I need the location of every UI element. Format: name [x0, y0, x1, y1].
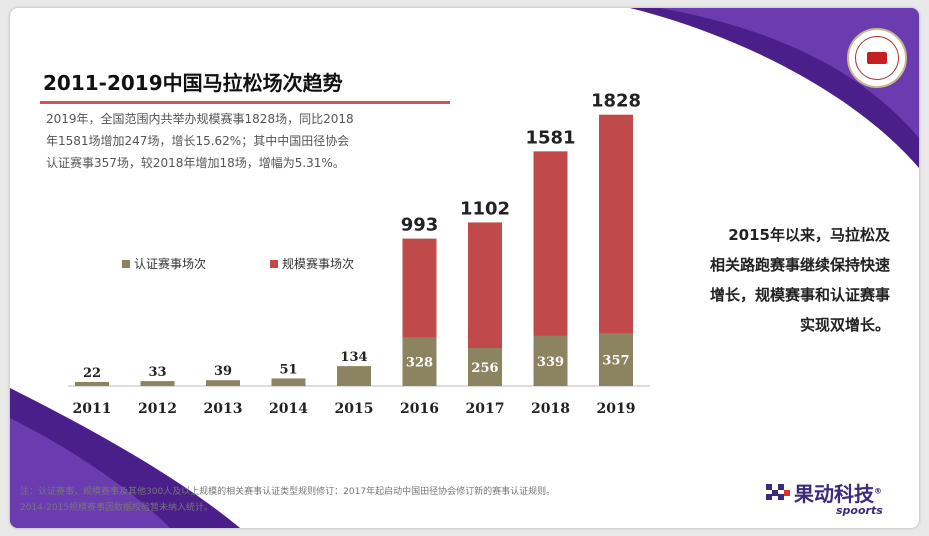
- bar-certified-2011: [75, 382, 109, 386]
- summary-line: 2019年，全国范围内共举办规模赛事1828场，同比2018: [46, 112, 354, 126]
- bar-certified-2012: [140, 381, 175, 386]
- data-label-scale-2019: 1828: [591, 91, 641, 112]
- legend-swatch-scale: [270, 260, 278, 268]
- data-label-certified-2019: 357: [602, 354, 629, 369]
- bar-certified-2019: [599, 333, 633, 386]
- footnote-line: 2014-2015规模赛事因数据校验暂未纳入统计。: [20, 503, 214, 513]
- x-tick-2016: 2016: [400, 401, 439, 417]
- data-label-certified-2017: 256: [471, 361, 498, 376]
- bar-certified-2015: [337, 366, 371, 386]
- data-label-scale-2018: 1581: [525, 127, 575, 148]
- side-line: 增长，规模赛事和认证赛事: [709, 286, 890, 304]
- summary-line: 认证赛事357场，较2018年增加18场，增幅为5.31%。: [46, 156, 345, 170]
- brand-name-cn: 果动科技: [794, 482, 874, 506]
- x-tick-2017: 2017: [466, 401, 505, 417]
- x-tick-2013: 2013: [204, 401, 243, 417]
- bar-chart: 22 2011 33 2012 39 2013 51 2014 134 2015 993 328 201…: [68, 91, 650, 417]
- data-label-certified-2013: 39: [214, 364, 232, 379]
- data-label-certified-2018: 339: [537, 355, 564, 370]
- brand-name: 果动科技®: [794, 478, 882, 507]
- x-tick-2019: 2019: [597, 401, 636, 417]
- title-underline: [40, 101, 450, 104]
- slide: 2011-2019中国马拉松场次趋势 2019年，全国范围内共举办规模赛事182…: [10, 8, 919, 528]
- side-line: 实现双增长。: [799, 316, 890, 334]
- footnote-line: 注：认证赛事，规模赛事及其他300人及以上规模的相关赛事认证类型规则修订：201…: [20, 487, 556, 497]
- data-label-certified-2016: 328: [406, 356, 433, 371]
- legend-swatch-certified: [122, 260, 130, 268]
- data-label-scale-2016: 993: [401, 215, 439, 236]
- data-label-scale-2017: 1102: [460, 198, 510, 219]
- brand-logo: 果动科技® spoorts: [766, 478, 906, 518]
- bar-certified-2016: [402, 337, 437, 386]
- logo-emblem-icon: [855, 36, 899, 80]
- x-tick-2015: 2015: [335, 401, 374, 417]
- x-tick-2012: 2012: [138, 401, 177, 417]
- bar-certified-2013: [206, 380, 240, 386]
- brand-trademark: ®: [874, 486, 882, 496]
- x-tick-2018: 2018: [531, 401, 570, 417]
- summary-text: 2019年，全国范围内共举办规模赛事1828场，同比2018 年1581场增加2…: [46, 108, 406, 174]
- x-tick-2014: 2014: [269, 401, 308, 417]
- bar-certified-2014: [271, 378, 306, 386]
- brand-flag-icon: [766, 484, 790, 500]
- data-label-certified-2011: 22: [83, 366, 101, 381]
- legend-label-scale: 规模赛事场次: [282, 256, 354, 271]
- data-label-certified-2014: 51: [279, 362, 297, 377]
- slide-title: 2011-2019中国马拉松场次趋势: [43, 71, 343, 95]
- side-line: 相关路跑赛事继续保持快速: [709, 256, 890, 274]
- summary-line: 年1581场增加247场，增长15.62%；其中中国田径协会: [46, 134, 350, 148]
- side-line: 2015年以来，马拉松及: [728, 226, 890, 244]
- x-tick-2011: 2011: [73, 401, 112, 417]
- brand-name-en: spoorts: [836, 504, 883, 517]
- footnote: 注：认证赛事，规模赛事及其他300人及以上规模的相关赛事认证类型规则修订：201…: [20, 484, 555, 516]
- data-label-certified-2015: 134: [340, 350, 367, 365]
- legend-label-certified: 认证赛事场次: [134, 256, 206, 271]
- side-summary: 2015年以来，马拉松及 相关路跑赛事继续保持快速 增长，规模赛事和认证赛事 实…: [660, 220, 890, 340]
- bar-certified-2018: [533, 335, 568, 386]
- athletics-association-logo: [847, 28, 907, 88]
- bar-certified-2017: [468, 348, 502, 386]
- data-label-certified-2012: 33: [148, 365, 166, 380]
